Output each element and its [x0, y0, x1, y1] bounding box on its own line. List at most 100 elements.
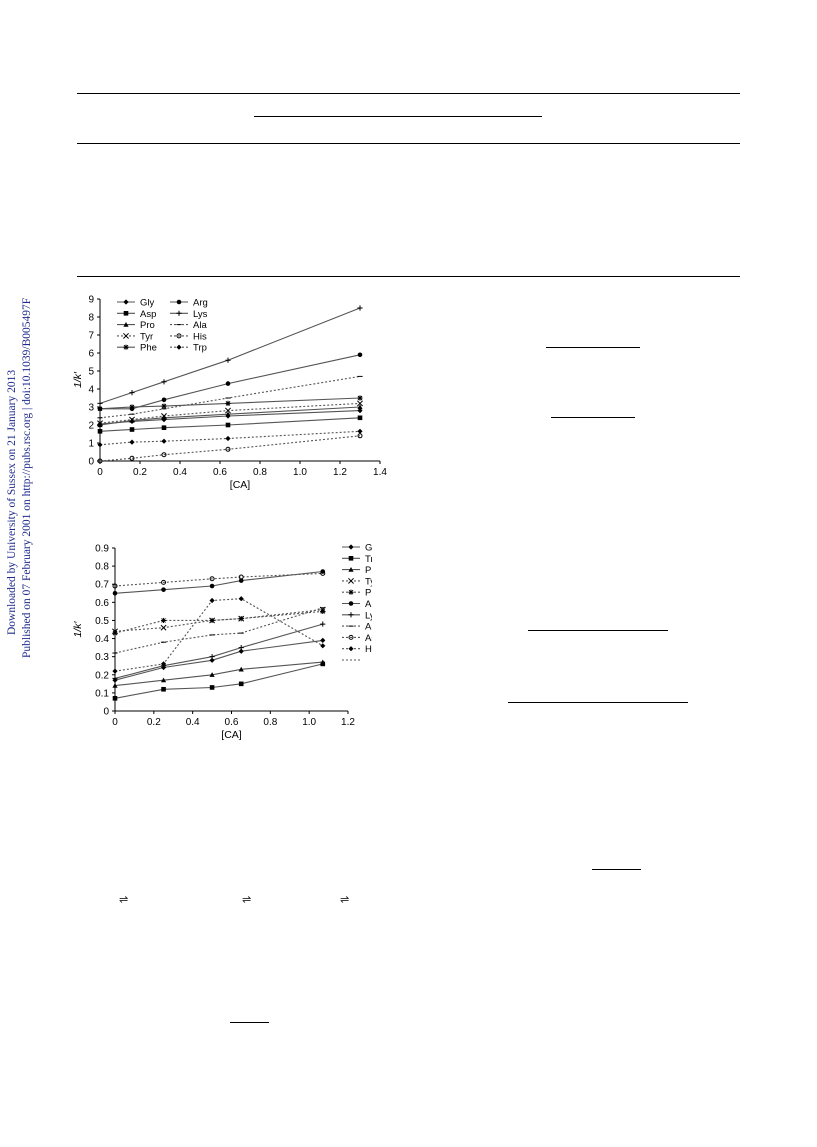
legend-marker-trp	[176, 344, 182, 350]
data-point-arg	[161, 587, 166, 592]
series-line-gly	[114, 639, 323, 681]
series-tyr	[97, 400, 363, 427]
data-point-lys	[97, 400, 103, 406]
equilibrium-arrow: ⇌	[340, 893, 350, 906]
series-phe	[112, 608, 326, 636]
series-pro	[112, 659, 326, 688]
y-tick-label: 0.1	[95, 688, 109, 699]
legend-label-arg: Arg	[193, 298, 208, 309]
legend-label-ala: Ala	[365, 622, 372, 633]
x-tick-label: 0.6	[225, 717, 239, 728]
y-tick-label: 4	[88, 385, 94, 396]
data-point-trp	[112, 696, 118, 701]
y-tick-label: 0	[88, 457, 94, 468]
data-point-lys	[225, 357, 231, 363]
legend-label-pro: Pro	[365, 565, 372, 576]
y-tick-label: 0.9	[95, 544, 109, 555]
legend-marker-arg	[348, 601, 354, 606]
data-point-pro	[225, 411, 231, 417]
legend-label-asp: Asp	[365, 633, 372, 644]
legend-marker-gly	[348, 544, 354, 550]
x-tick-label: 1.0	[293, 467, 307, 478]
data-point-pro	[112, 683, 118, 688]
data-point-pro	[161, 415, 167, 420]
data-point-tyr	[129, 416, 135, 423]
series-trp	[97, 428, 363, 448]
data-point-pro	[320, 659, 326, 665]
legend-label-gly: Gly	[140, 298, 155, 309]
data-point-asp	[129, 427, 135, 432]
data-point-his	[161, 452, 167, 458]
legend-label-lys: Lys	[365, 610, 372, 621]
series-ala	[97, 375, 363, 419]
data-point-gly	[209, 657, 215, 663]
x-tick-label: 0.8	[263, 717, 277, 728]
data-point-his	[320, 643, 326, 649]
legend-marker-his	[348, 646, 354, 652]
y-tick-label: 0.4	[95, 634, 109, 645]
data-point-arg	[225, 381, 231, 386]
x-axis-label: [CA]	[230, 479, 251, 490]
data-point-tyr	[160, 624, 167, 631]
series-line-phe	[114, 610, 323, 634]
fraction-bar	[508, 702, 688, 703]
data-point-pro	[238, 666, 244, 672]
x-tick-label: 0.8	[253, 467, 267, 478]
table-top-rule	[77, 93, 740, 94]
data-point-tyr	[225, 407, 231, 414]
data-point-trp	[161, 438, 167, 444]
data-point-phe	[209, 617, 215, 624]
data-point-asp	[112, 583, 118, 589]
legend-label-asp: Asp	[140, 309, 156, 320]
series-lys	[112, 621, 326, 681]
series-line-arg	[100, 354, 361, 410]
legend-label-phe: Phe	[365, 588, 372, 599]
legend-marker-arg	[176, 299, 182, 305]
series-line-lys	[99, 307, 361, 404]
legend-label-his: His	[365, 644, 372, 655]
legend-label-trp: Trp	[193, 343, 207, 354]
data-point-lys	[238, 645, 244, 651]
data-point-trp	[225, 435, 231, 442]
series-trp	[112, 661, 326, 701]
legend-marker-tyr	[123, 332, 129, 339]
x-tick-label: 0.2	[147, 717, 161, 728]
legend-marker-phe	[123, 344, 129, 350]
data-point-arg	[112, 590, 118, 596]
y-tick-label: 5	[88, 367, 94, 378]
data-point-trp	[357, 428, 363, 434]
y-tick-label: 9	[88, 295, 94, 306]
data-point-arg	[238, 578, 244, 583]
data-point-his	[209, 597, 215, 604]
data-point-tyr	[161, 413, 167, 419]
legend-marker-phe	[348, 589, 354, 595]
data-point-asp	[97, 429, 103, 434]
data-point-asp	[161, 579, 167, 585]
legend-marker-lys	[348, 612, 354, 618]
series-arg	[97, 352, 363, 412]
legend-marker-pro	[123, 322, 129, 327]
data-point-phe	[160, 617, 167, 624]
data-point-lys	[112, 675, 118, 681]
y-tick-label: 0.2	[95, 670, 109, 681]
x-tick-label: 0.4	[173, 467, 187, 478]
legend-marker-asp	[123, 311, 129, 316]
y-axis-label: 1/k′	[72, 620, 84, 637]
y-tick-label: 0.5	[95, 616, 109, 627]
series-ala	[112, 607, 326, 654]
data-point-pro	[209, 672, 215, 677]
y-tick-label: 3	[88, 403, 94, 414]
data-point-pro	[357, 404, 363, 410]
y-tick-label: 0	[103, 707, 109, 718]
data-point-asp	[161, 425, 167, 430]
data-point-lys	[209, 654, 215, 660]
equilibrium-arrow: ⇌	[242, 893, 252, 906]
data-point-asp	[225, 422, 231, 428]
data-point-phe	[161, 403, 167, 409]
legend-label-lys: Lys	[193, 309, 208, 320]
legend: GlyTrpProTyrPheArgLysAlaAspHis	[342, 543, 372, 661]
chart-upper: 0 0.2 0.4 0.6 0.8 1.0 1.2 1.4 0 1 2 3 4 5 6 7 8 9 [CA] 1/k′…	[72, 295, 387, 491]
data-point-phe	[225, 400, 231, 406]
data-point-trp	[209, 685, 215, 690]
